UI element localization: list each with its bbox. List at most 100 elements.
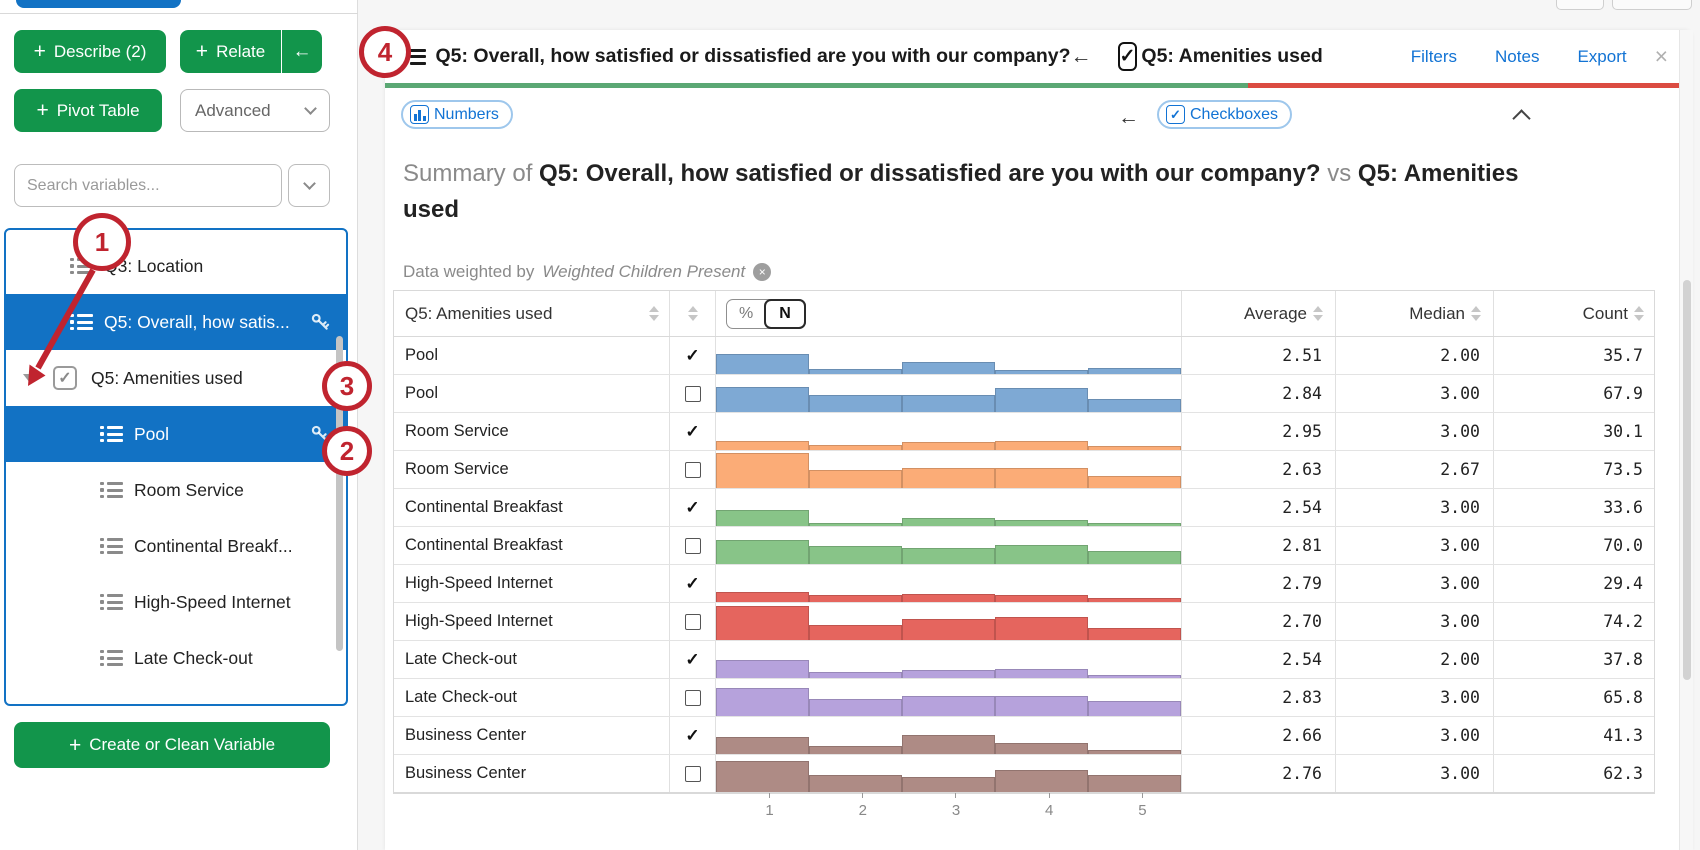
card-header: Q5: Overall, how satisfied or dissatisfi… [385, 30, 1692, 83]
describe-button[interactable]: + Describe (2) [14, 30, 166, 73]
active-tab-sliver[interactable] [16, 0, 181, 8]
histogram-bar [995, 617, 1088, 640]
plus-icon: + [68, 733, 82, 757]
variable-label: Pool [134, 423, 170, 444]
summary-row-variable: Q5: Overall, how satisfied or dissatisfi… [539, 160, 1321, 187]
table-row[interactable]: Business Center ✓ 2.66 3.00 41.3 [394, 717, 1654, 755]
histogram [716, 451, 1182, 488]
row-label: Pool [405, 346, 439, 364]
checkbox-icon[interactable]: ✓ [1117, 42, 1138, 71]
histogram-bar [809, 470, 902, 488]
scrollbar-thumb[interactable] [336, 336, 343, 651]
histogram-bar [809, 624, 902, 640]
annotation-step-3: 3 [322, 361, 372, 411]
sort-icon[interactable] [649, 306, 669, 321]
export-link[interactable]: Export [1577, 46, 1627, 66]
variable-list: Q3: Location Q5: Overall, how satis... ✓ Q5… [6, 238, 346, 686]
histogram-bar [902, 517, 995, 526]
average-value: 2.83 [1282, 688, 1322, 707]
n-toggle-option[interactable]: N [764, 298, 806, 329]
histogram-bar [902, 467, 995, 488]
median-value: 2.00 [1440, 650, 1480, 669]
create-or-clean-variable-button[interactable]: + Create or Clean Variable [14, 722, 330, 768]
histogram-bar [716, 353, 809, 374]
average-value: 2.70 [1282, 612, 1322, 631]
sort-icon[interactable] [687, 306, 698, 321]
advanced-dropdown[interactable]: Advanced [180, 89, 330, 132]
table-row[interactable]: Continental Breakfast ✓ 2.54 3.00 33.6 [394, 489, 1654, 527]
variable-list-panel: Q3: Location Q5: Overall, how satis... ✓ Q5… [4, 228, 348, 706]
table-row[interactable]: High-Speed Internet ✓ 2.79 3.00 29.4 [394, 565, 1654, 603]
collapse-chevron-icon[interactable] [1512, 109, 1531, 128]
sort-icon[interactable] [1313, 306, 1323, 321]
histogram-bar [1088, 368, 1181, 374]
row-label: Business Center [405, 764, 527, 782]
sort-icon[interactable] [1634, 306, 1644, 321]
count-value: 62.3 [1603, 764, 1643, 783]
percent-toggle-option[interactable]: % [739, 304, 754, 322]
sidebar-item-q5-overall-how-satis[interactable]: Q5: Overall, how satis... [6, 294, 346, 350]
checkbox-icon[interactable]: ✓ [53, 366, 77, 390]
sidebar-item-q3-location[interactable]: Q3: Location [6, 238, 346, 294]
variable-label: High-Speed Internet [134, 591, 291, 612]
histogram-bar [902, 777, 995, 792]
histogram-bar [1088, 597, 1181, 602]
table-row[interactable]: Pool 2.84 3.00 67.9 [394, 375, 1654, 413]
histogram-bar [809, 745, 902, 754]
table-row[interactable]: Room Service 2.63 2.67 73.5 [394, 451, 1654, 489]
table-row[interactable]: Late Check-out 2.83 3.00 65.8 [394, 679, 1654, 717]
plus-icon: + [33, 40, 46, 63]
scrollbar-thumb[interactable] [1683, 280, 1691, 680]
analysis-card: Q5: Overall, how satisfied or dissatisfi… [385, 30, 1693, 850]
sidebar-item-late-check-out[interactable]: Late Check-out [6, 630, 346, 686]
checked-icon: ✓ [685, 725, 700, 745]
table-row[interactable]: Late Check-out ✓ 2.54 2.00 37.8 [394, 641, 1654, 679]
remove-weight-icon[interactable]: × [753, 263, 772, 281]
sort-icon[interactable] [1471, 306, 1481, 321]
search-input[interactable] [14, 164, 282, 207]
pivot-table-button[interactable]: + Pivot Table [14, 89, 162, 132]
swap-arrow-icon[interactable]: ← [1118, 106, 1139, 129]
axis-tick: 3 [909, 793, 1002, 823]
list-icon [100, 425, 124, 443]
histogram-bar [716, 688, 809, 716]
swap-arrow-icon[interactable]: ← [1070, 44, 1092, 68]
search-options-dropdown[interactable] [288, 164, 330, 207]
average-value: 2.76 [1282, 764, 1322, 783]
histogram-bar [716, 659, 809, 678]
relate-back-button[interactable]: ← [282, 30, 322, 73]
histogram [716, 755, 1182, 792]
histogram-bar [1088, 628, 1181, 640]
close-icon[interactable]: × [1654, 43, 1669, 69]
sidebar-item-pool[interactable]: Pool [6, 406, 346, 462]
histogram-bar [716, 452, 809, 488]
list-icon [100, 537, 124, 555]
table-row[interactable]: Continental Breakfast 2.81 3.00 70.0 [394, 527, 1654, 565]
table-row[interactable]: High-Speed Internet 2.70 3.00 74.2 [394, 603, 1654, 641]
row-variable-underline [385, 83, 1248, 88]
median-value: 2.67 [1440, 460, 1480, 479]
expander-triangle-icon[interactable] [23, 373, 37, 383]
median-header: Median [1409, 303, 1465, 323]
histogram-bar [1088, 523, 1181, 526]
table-row[interactable]: Room Service ✓ 2.95 3.00 30.1 [394, 413, 1654, 451]
average-value: 2.63 [1282, 460, 1322, 479]
filters-link[interactable]: Filters [1410, 46, 1458, 66]
row-label: Room Service [405, 460, 509, 478]
sidebar-item-high-speed-internet[interactable]: High-Speed Internet [6, 574, 346, 630]
bar-chart-icon [410, 105, 429, 124]
numbers-type-pill[interactable]: Numbers [401, 100, 513, 129]
table-body: Pool ✓ 2.51 2.00 35.7 Pool 2.84 3.00 67.9 Room Se… [394, 337, 1654, 793]
notes-link[interactable]: Notes [1495, 46, 1540, 66]
list-icon [100, 649, 124, 667]
sidebar-item-continental-breakf[interactable]: Continental Breakf... [6, 518, 346, 574]
sidebar-item-q5-amenities-used[interactable]: ✓ Q5: Amenities used [6, 350, 346, 406]
histogram-bar [902, 619, 995, 640]
histogram-bar [902, 734, 995, 754]
variable-type-row: Numbers ← ✓ Checkboxes [385, 88, 1692, 142]
table-row[interactable]: Business Center 2.76 3.00 62.3 [394, 755, 1654, 793]
table-row[interactable]: Pool ✓ 2.51 2.00 35.7 [394, 337, 1654, 375]
relate-button[interactable]: + Relate [180, 30, 281, 73]
sidebar-item-room-service[interactable]: Room Service [6, 462, 346, 518]
checkboxes-type-pill[interactable]: ✓ Checkboxes [1157, 100, 1293, 129]
